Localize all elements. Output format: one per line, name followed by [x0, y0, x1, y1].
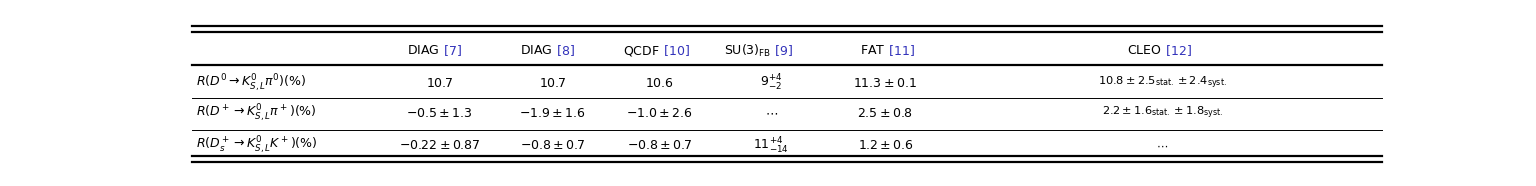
- Text: $\cdots$: $\cdots$: [765, 107, 777, 120]
- Text: $11^{+4}_{-14}$: $11^{+4}_{-14}$: [753, 135, 790, 155]
- Text: $10.6$: $10.6$: [645, 77, 674, 90]
- Text: $\mathrm{QCDF}$: $\mathrm{QCDF}$: [624, 44, 660, 58]
- Text: $11.3\pm0.1$: $11.3\pm0.1$: [854, 77, 917, 90]
- Text: $R(D^0 \to K^0_{S,L}\pi^0)(\%)$: $R(D^0 \to K^0_{S,L}\pi^0)(\%)$: [195, 73, 306, 94]
- Text: $\mathrm{SU(3)_{FB}}$: $\mathrm{SU(3)_{FB}}$: [723, 43, 771, 59]
- Text: $2.2\pm1.6_{\rm stat.}\pm1.8_{\rm syst.}$: $2.2\pm1.6_{\rm stat.}\pm1.8_{\rm syst.}…: [1101, 105, 1223, 121]
- Text: $-1.0\pm2.6$: $-1.0\pm2.6$: [627, 107, 693, 120]
- Text: $-0.5\pm1.3$: $-0.5\pm1.3$: [407, 107, 473, 120]
- Text: $-0.8\pm0.7$: $-0.8\pm0.7$: [627, 139, 693, 152]
- Text: $\cdots$: $\cdots$: [1157, 140, 1169, 150]
- Text: $-1.9\pm1.6$: $-1.9\pm1.6$: [519, 107, 587, 120]
- Text: $-0.22\pm0.87$: $-0.22\pm0.87$: [399, 139, 481, 152]
- Text: $2.5\pm0.8$: $2.5\pm0.8$: [857, 107, 914, 120]
- Text: $\mathrm{CLEO}$: $\mathrm{CLEO}$: [1127, 44, 1163, 57]
- Text: $1.2\pm0.6$: $1.2\pm0.6$: [857, 139, 914, 152]
- Text: $\mathrm{DIAG}$: $\mathrm{DIAG}$: [521, 44, 553, 57]
- Text: $R(D^+ \to K^0_{S,L}\pi^+)(\%)$: $R(D^+ \to K^0_{S,L}\pi^+)(\%)$: [195, 102, 316, 124]
- Text: $10.8\pm2.5_{\rm stat.}\pm2.4_{\rm syst.}$: $10.8\pm2.5_{\rm stat.}\pm2.4_{\rm syst.…: [1098, 75, 1227, 91]
- Text: $\mathrm{[9]}$: $\mathrm{[9]}$: [771, 44, 794, 58]
- Text: $\mathrm{[8]}$: $\mathrm{[8]}$: [553, 44, 576, 58]
- Text: $R(D^+_s \to K^0_{S,L}K^+)(\%)$: $R(D^+_s \to K^0_{S,L}K^+)(\%)$: [195, 135, 316, 156]
- Text: $9^{+4}_{-2}$: $9^{+4}_{-2}$: [760, 73, 782, 93]
- Text: $-0.8\pm0.7$: $-0.8\pm0.7$: [521, 139, 585, 152]
- Text: $10.7$: $10.7$: [539, 77, 567, 90]
- Text: $\mathrm{[11]}$: $\mathrm{[11]}$: [885, 44, 915, 58]
- Text: $\mathrm{FAT}$: $\mathrm{FAT}$: [860, 44, 885, 57]
- Text: $\mathrm{[7]}$: $\mathrm{[7]}$: [439, 44, 462, 58]
- Text: $10.7$: $10.7$: [425, 77, 453, 90]
- Text: $\mathrm{[10]}$: $\mathrm{[10]}$: [660, 44, 690, 58]
- Text: $\mathrm{[12]}$: $\mathrm{[12]}$: [1163, 44, 1193, 58]
- Text: $\mathrm{DIAG}$: $\mathrm{DIAG}$: [407, 44, 439, 57]
